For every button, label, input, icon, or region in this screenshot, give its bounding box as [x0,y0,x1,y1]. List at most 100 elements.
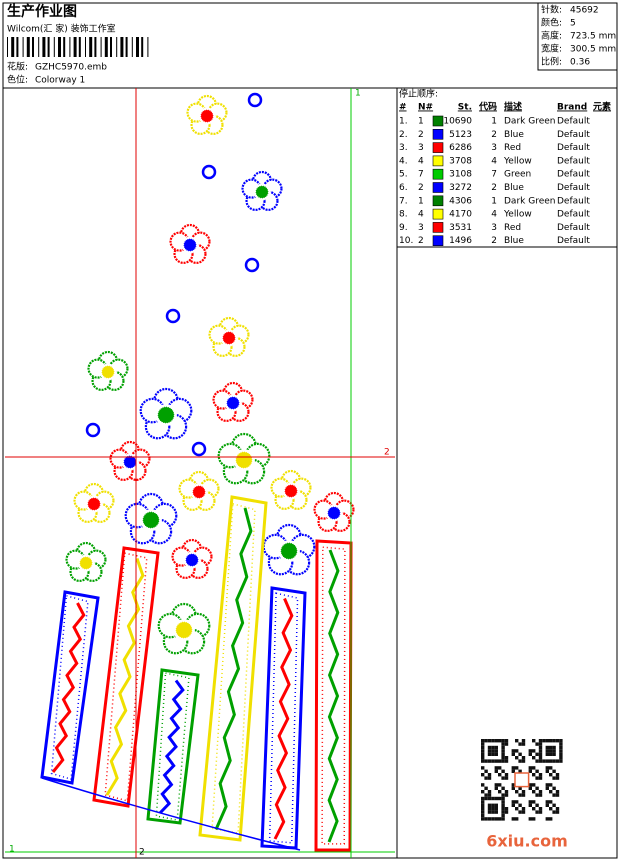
table-cell: 4 [418,156,424,166]
qr-cell [559,752,563,756]
qr-cell [552,749,556,753]
qr-cell [511,800,515,804]
bar-stripe [22,37,24,57]
flower-center [175,621,193,639]
panel-wave [327,549,340,843]
qr-cell [515,756,519,760]
qr-cell [521,793,526,797]
qr-cell [552,793,556,797]
company: Wilcom(汇 家) 装饰工作室 [7,23,116,35]
flower-center [157,406,175,424]
flower-center [235,451,253,469]
qr-cell [501,796,505,801]
panel-outline [146,668,200,825]
qr-cell [542,759,546,763]
qr-cell [494,749,498,753]
qr-cell [481,800,485,804]
qr-cell [528,817,532,821]
qr-cell [504,759,509,763]
panel-outline [92,546,160,808]
table-cell: Dark Green [504,196,555,206]
bar-stripe [47,37,50,57]
table-cell: 3 [491,143,497,153]
qr-cell [501,759,505,763]
table-cell: 5. [399,170,408,180]
qr-code [481,739,563,821]
table-cell: 4 [418,210,424,220]
qr-cell [481,807,485,811]
info-label: 比例: [541,56,562,68]
qr-cell [487,810,492,814]
table-cell: 3531 [449,223,472,233]
qr-cell [545,800,549,804]
qr-cell [511,786,515,790]
panel-outline [314,539,353,852]
qr-cell [481,790,485,794]
qr-cell [491,752,495,756]
qr-cell [532,783,536,787]
qr-cell [487,807,492,811]
qr-cell [545,739,549,743]
qr-cell [538,807,543,811]
info-value: 5 [570,19,576,29]
info-value: 723.5 mm [570,32,616,42]
qr-cell [549,807,553,811]
qr-cell [518,742,522,746]
qr-cell [511,783,515,787]
table-cell: Default [557,196,590,206]
qr-cell [545,769,549,773]
bar-stripe [110,37,112,57]
qr-cell [559,749,563,753]
table-cell: 10. [399,236,413,246]
qr-cell [538,749,543,753]
qr-cell [538,810,543,814]
hem-curve [41,777,301,851]
qr-cell [538,793,543,797]
qr-cell [494,752,498,756]
table-cell: 2 [491,183,497,193]
qr-cell [494,739,498,743]
qr-cell [545,786,549,790]
table-cell: 7 [418,170,424,180]
qr-cell [494,759,498,763]
bar-stripe [32,37,34,57]
qr-cell [555,807,560,811]
qr-cell [559,739,563,743]
qr-cell [494,796,498,801]
qr-cell [511,817,515,821]
ring [247,92,263,108]
qr-cell [481,756,485,760]
ring [201,164,217,180]
qr-cell [535,786,539,790]
qr-cell [501,742,505,746]
guide-label: 2 [384,448,390,458]
qr-cell [491,745,495,750]
bar-stripe [85,37,86,57]
bar-stripe [53,37,55,57]
qr-cell [498,773,502,777]
qr-cell [487,803,492,807]
table-cell: Blue [504,183,524,193]
table-cell: 3. [399,143,408,153]
qr-cell [501,803,505,807]
qr-cell [518,769,522,773]
color-swatch [432,168,444,180]
qr-cell [535,793,539,797]
qr-cell [552,803,556,807]
guide-label: 2 [139,848,145,858]
qr-cell [511,803,515,807]
table-cell: 3 [418,223,424,233]
qr-cell [481,810,485,814]
bar-stripe [116,37,118,57]
qr-cell [515,790,519,794]
guide-label: 1 [355,89,361,99]
qr-cell [501,756,505,760]
qr-cell [491,759,495,763]
qr-cell [559,745,563,750]
table-cell: 3272 [449,183,472,193]
qr-cell [555,810,560,814]
color-swatch [432,182,444,193]
color-swatch [432,115,444,127]
qr-cell [504,776,509,780]
qr-cell [504,739,509,743]
